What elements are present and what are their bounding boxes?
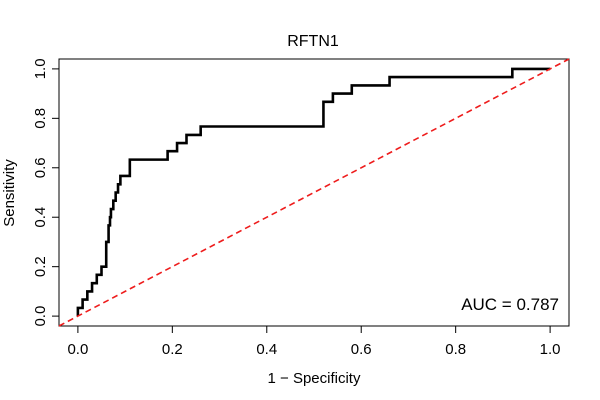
x-axis-title: 1 − Specificity (268, 370, 361, 387)
x-tick-label: 0.8 (445, 341, 466, 358)
y-axis: 0.0 0.2 0.4 0.6 0.8 1.0 (32, 58, 59, 327)
x-tick-label: 0.4 (256, 341, 277, 358)
y-tick-label: 0.2 (32, 256, 49, 277)
y-axis-title: Sensitivity (1, 159, 18, 227)
y-tick-label: 1.0 (32, 58, 49, 79)
roc-curve-line (76, 67, 551, 317)
x-axis: 0.0 0.2 0.4 0.6 0.8 1.0 (67, 326, 561, 358)
x-tick-label: 0.2 (162, 341, 183, 358)
x-tick-label: 1.0 (540, 341, 561, 358)
reference-diagonal-line (58, 58, 570, 327)
auc-annotation: AUC = 0.787 (461, 295, 559, 314)
y-tick-label: 0.6 (32, 157, 49, 178)
y-tick-label: 0.0 (32, 306, 49, 327)
y-tick-label: 0.8 (32, 108, 49, 129)
chart-title: RFTN1 (287, 33, 339, 50)
series-layer (58, 58, 570, 327)
x-tick-label: 0.6 (351, 341, 372, 358)
y-tick-label: 0.4 (32, 207, 49, 228)
x-tick-label: 0.0 (67, 341, 88, 358)
plot-frame (58, 58, 570, 327)
